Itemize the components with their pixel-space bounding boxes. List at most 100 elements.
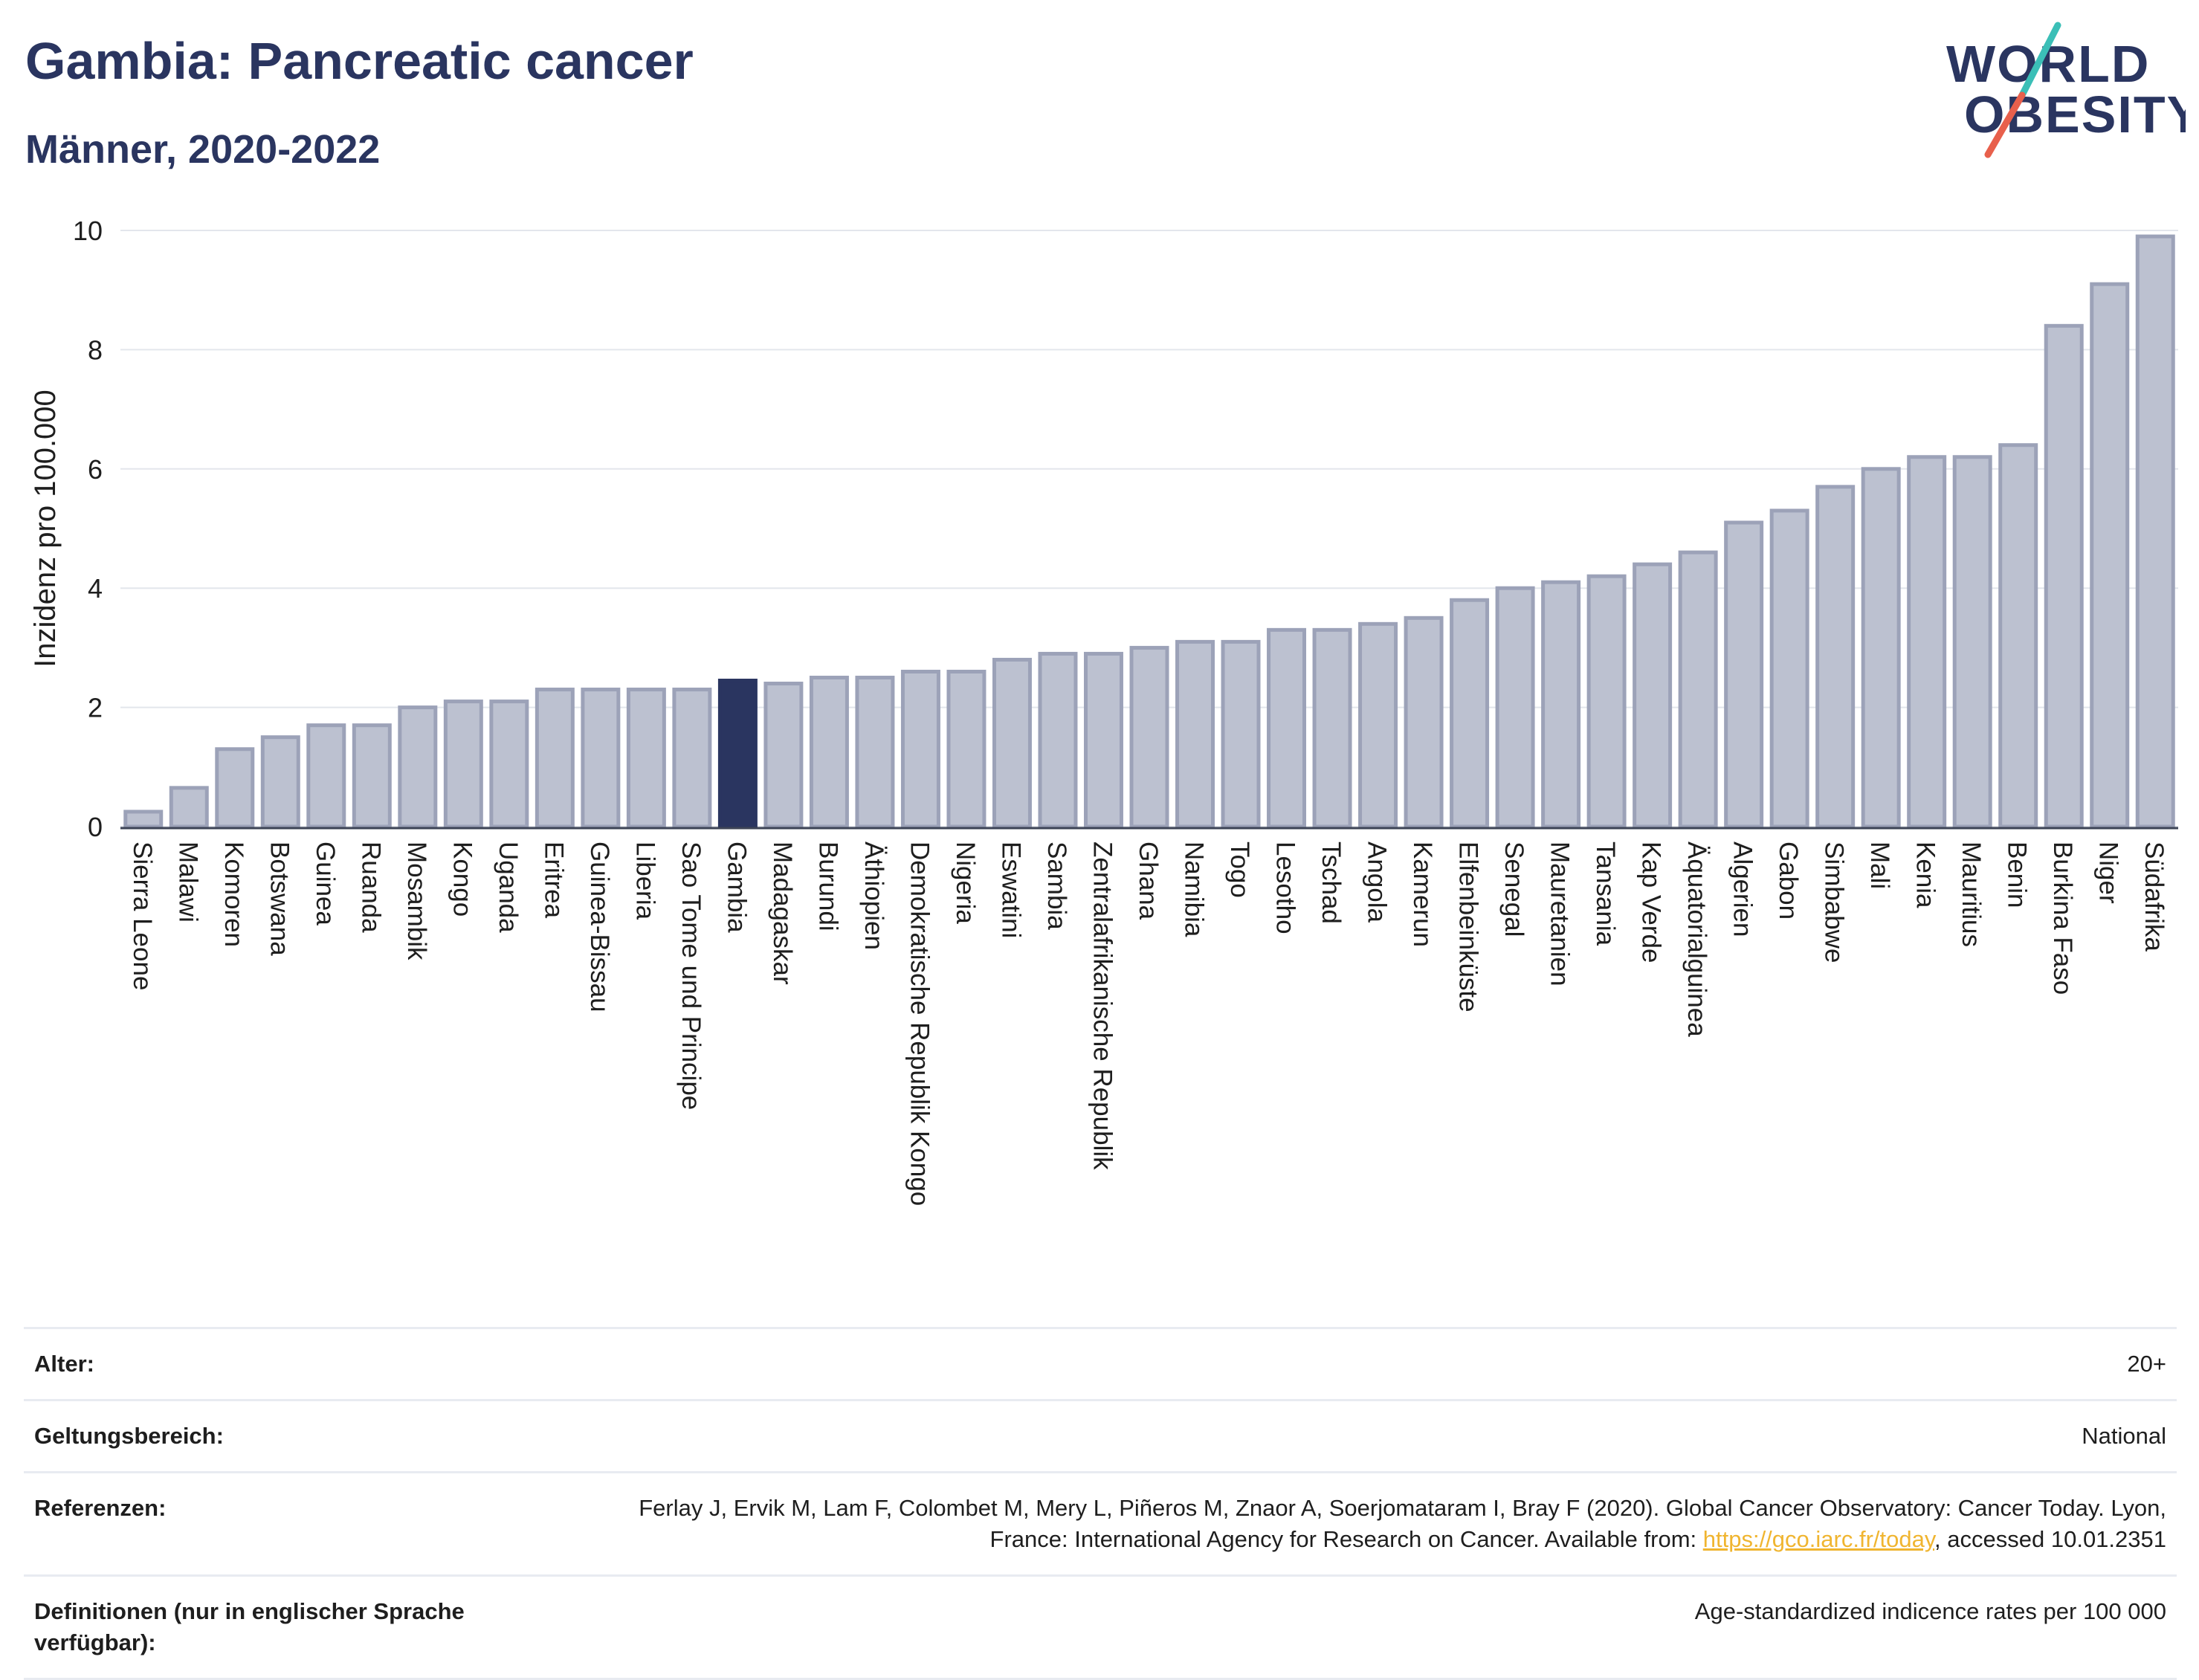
bar[interactable] bbox=[1450, 598, 1490, 829]
x-tick-label: Äquatorialguinea bbox=[1682, 841, 1711, 1037]
x-tick-label: Algerien bbox=[1728, 841, 1757, 937]
bar[interactable] bbox=[1724, 520, 1764, 829]
bar[interactable] bbox=[260, 735, 300, 829]
bar[interactable] bbox=[1129, 645, 1169, 829]
bar[interactable] bbox=[992, 657, 1032, 829]
bar[interactable] bbox=[1769, 508, 1809, 829]
bar[interactable] bbox=[1952, 455, 1992, 829]
bar[interactable] bbox=[1404, 616, 1444, 829]
y-tick-label: 4 bbox=[88, 573, 103, 604]
y-axis-label: Inzidenz pro 100.000 bbox=[29, 390, 62, 668]
info-table: Alter: 20+ Geltungsbereich: National Ref… bbox=[24, 1327, 2177, 1680]
bar[interactable] bbox=[1633, 562, 1673, 829]
x-tick-label: Uganda bbox=[494, 841, 523, 933]
info-row-age: Alter: 20+ bbox=[24, 1327, 2177, 1399]
bar[interactable] bbox=[1907, 455, 1947, 829]
bar[interactable] bbox=[1221, 639, 1261, 829]
x-tick-label: Kap Verde bbox=[1637, 841, 1666, 963]
x-tick-label: Madagaskar bbox=[768, 841, 797, 985]
bar[interactable] bbox=[352, 723, 392, 829]
x-tick-label: Komoren bbox=[219, 841, 248, 947]
y-tick-labels: 0 2 4 6 8 10 bbox=[73, 216, 103, 842]
x-tick-label: Guinea-Bissau bbox=[585, 841, 614, 1012]
bar[interactable] bbox=[1358, 621, 1398, 829]
age-label: Alter: bbox=[34, 1351, 94, 1377]
bar[interactable] bbox=[169, 786, 209, 829]
x-tick-label: Angola bbox=[1363, 841, 1392, 923]
bar[interactable] bbox=[1495, 586, 1535, 829]
definitions-value: Age-standardized indicence rates per 100… bbox=[1694, 1598, 2166, 1624]
y-tick-label: 2 bbox=[88, 693, 103, 723]
x-tick-label: Kenia bbox=[1911, 841, 1940, 908]
x-tick-label: Sambia bbox=[1042, 841, 1071, 930]
bar[interactable] bbox=[489, 700, 529, 829]
bar-highlighted[interactable] bbox=[717, 679, 758, 829]
x-tick-label: Botswana bbox=[265, 841, 294, 956]
bar[interactable] bbox=[2090, 282, 2130, 829]
x-tick-label: Mauritius bbox=[1957, 841, 1986, 947]
bar[interactable] bbox=[1312, 627, 1352, 829]
x-tick-label: Mali bbox=[1865, 841, 1894, 889]
bar[interactable] bbox=[1267, 627, 1307, 829]
x-tick-label: Gabon bbox=[1774, 841, 1803, 920]
logo-stripe-teal bbox=[2018, 22, 2061, 99]
x-tick-label: Burundi bbox=[813, 841, 842, 931]
scope-label: Geltungsbereich: bbox=[34, 1423, 224, 1449]
bar[interactable] bbox=[855, 676, 895, 829]
bar[interactable] bbox=[1998, 443, 2038, 829]
scope-value: National bbox=[2082, 1423, 2166, 1449]
references-link[interactable]: https://gco.iarc.fr/today bbox=[1702, 1526, 1935, 1552]
bar[interactable] bbox=[763, 682, 804, 829]
x-tick-label: Eswatini bbox=[996, 841, 1025, 938]
bar[interactable] bbox=[1083, 651, 1123, 829]
bar[interactable] bbox=[1038, 651, 1078, 829]
bar[interactable] bbox=[809, 676, 849, 829]
bars bbox=[123, 234, 2175, 829]
bar[interactable] bbox=[1861, 467, 1901, 829]
bar[interactable] bbox=[123, 810, 164, 829]
bar[interactable] bbox=[1541, 580, 1581, 829]
x-tick-label: Benin bbox=[2003, 841, 2032, 908]
y-tick-label: 0 bbox=[88, 812, 103, 842]
bar[interactable] bbox=[2135, 234, 2175, 829]
references-label: Referenzen: bbox=[34, 1495, 167, 1521]
x-tick-label: Ruanda bbox=[356, 841, 385, 933]
info-row-definitions: Definitionen (nur in englischer Sprache … bbox=[24, 1574, 2177, 1680]
x-tick-label: Ghana bbox=[1134, 841, 1163, 920]
x-tick-label: Kongo bbox=[448, 841, 477, 917]
bar[interactable] bbox=[626, 688, 666, 829]
bar[interactable] bbox=[900, 669, 940, 829]
x-tick-label: Lesotho bbox=[1271, 841, 1300, 934]
bar[interactable] bbox=[1586, 574, 1627, 829]
bar[interactable] bbox=[946, 669, 987, 829]
x-tick-label: Niger bbox=[2094, 841, 2123, 904]
chart-title: Gambia: Pancreatic cancer bbox=[25, 32, 694, 90]
x-tick-labels: Sierra Leone Malawi Komoren Botswana Guinea R… bbox=[128, 841, 2169, 1206]
x-tick-label: Sierra Leone bbox=[128, 841, 157, 990]
bar[interactable] bbox=[1175, 639, 1215, 829]
x-tick-label: Guinea bbox=[311, 841, 340, 925]
x-tick-label: Eritrea bbox=[539, 841, 568, 919]
bar[interactable] bbox=[1678, 550, 1718, 829]
x-tick-label: Sao Tome und Principe bbox=[677, 841, 705, 1110]
chart-subtitle: Männer, 2020-2022 bbox=[25, 127, 381, 172]
definitions-label: Definitionen (nur in englischer Sprache … bbox=[34, 1598, 465, 1655]
bar[interactable] bbox=[1815, 485, 1856, 829]
y-tick-label: 8 bbox=[88, 335, 103, 365]
bar[interactable] bbox=[2044, 323, 2084, 829]
x-tick-label: Tschad bbox=[1317, 841, 1346, 924]
x-tick-label: Simbabwe bbox=[1820, 841, 1849, 963]
world-obesity-logo[interactable]: WORLD OBESITY bbox=[1933, 15, 2199, 164]
logo-graphic: WORLD OBESITY bbox=[1946, 22, 2199, 158]
info-row-references: Referenzen: Ferlay J, Ervik M, Lam F, Co… bbox=[24, 1471, 2177, 1574]
bar[interactable] bbox=[672, 688, 712, 829]
bar[interactable] bbox=[215, 747, 255, 829]
bar[interactable] bbox=[581, 688, 621, 829]
x-tick-label: Äthiopien bbox=[859, 841, 888, 950]
bar[interactable] bbox=[443, 700, 483, 829]
bar-chart: 0 2 4 6 8 10 Sierra Leone Malawi Komoren Botswan… bbox=[29, 216, 2178, 1206]
bar[interactable] bbox=[535, 688, 575, 829]
age-value: 20+ bbox=[2127, 1351, 2166, 1377]
bar[interactable] bbox=[306, 723, 346, 829]
bar[interactable] bbox=[398, 705, 438, 829]
